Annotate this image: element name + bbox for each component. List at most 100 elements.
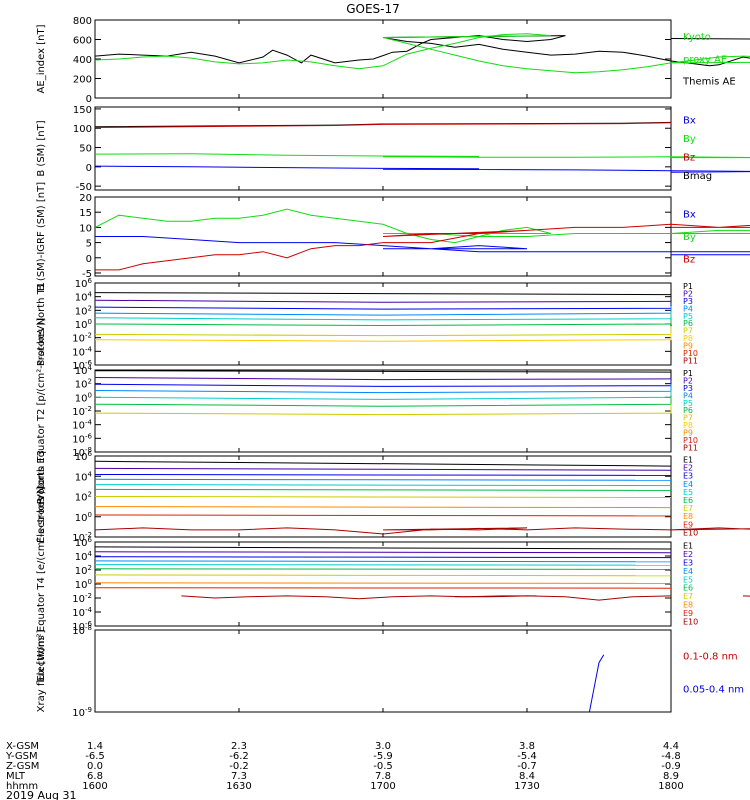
y-tick-label: 102	[75, 304, 92, 317]
series-line-e1	[94, 546, 672, 550]
legend-entry: P7	[683, 414, 693, 423]
y-tick-label: 104	[75, 550, 93, 563]
y-tick-label: 10-4	[72, 606, 92, 619]
series-line-e7	[94, 574, 672, 577]
y-tick-label: 100	[75, 578, 92, 591]
legend-entry: E3	[683, 472, 693, 481]
legend-entry: Bz	[683, 152, 695, 163]
y-tick-label: 10	[79, 223, 92, 234]
y-tick-label: 102	[75, 491, 92, 504]
y-axis-label: B (SM) [nT]	[36, 120, 47, 176]
time-axis-value: -0.5	[373, 761, 393, 772]
y-axis-label: AE_index [nT]	[36, 24, 47, 93]
series-line-e2	[94, 467, 672, 471]
y-axis-label: Electrons North T3	[36, 450, 47, 543]
y-tick-label: 10-4	[72, 419, 92, 432]
y-tick-label: 102	[75, 564, 92, 577]
series-line-e10	[455, 595, 672, 601]
legend-entry: By	[683, 134, 696, 145]
panel-1: 800 600 400 200 0 AE_index [nT] Kyoto proxy AE T…	[36, 16, 750, 105]
series-line-bx	[94, 165, 750, 173]
legend-entry: P1	[683, 282, 693, 291]
time-axis-value: 3.0	[375, 741, 391, 752]
legend-entry: P8	[683, 334, 693, 343]
time-axis-value: 1630	[226, 781, 251, 792]
series-line-e10	[94, 527, 750, 535]
y-tick-label: 0	[86, 94, 92, 105]
y-tick-label: 106	[75, 536, 93, 549]
y-axis-label: Xray flux [W/m²]	[36, 630, 47, 713]
y-tick-label: 100	[75, 511, 92, 524]
legend-entry: E5	[683, 575, 693, 584]
legend-entry: E5	[683, 488, 693, 497]
y-tick-label: 100	[73, 124, 92, 135]
y-tick-label: 104	[75, 470, 93, 483]
time-axis-value: 7.3	[231, 771, 247, 782]
series-line-p4	[94, 306, 672, 316]
legend-entry: 0.1-0.8 nm	[683, 652, 738, 663]
legend-entry: E4	[683, 567, 693, 576]
series-line-e10	[742, 595, 750, 597]
time-axis-value: 0.0	[87, 761, 103, 772]
legend-entry: proxy AE	[683, 54, 727, 65]
y-axis-label: Electrons Equator T4 [e/(cm²-s-sr-keV)]	[36, 486, 47, 681]
time-axis-value: 1730	[514, 781, 539, 792]
series-line-bz	[94, 122, 672, 128]
series-line-e5	[94, 564, 672, 566]
y-tick-label: 10-2	[72, 332, 92, 345]
series-line-p7	[94, 404, 672, 416]
time-axis-row-label: Y-GSM	[5, 751, 38, 762]
y-axis-label: B (SM)-IGRF (SM) [nT]	[36, 182, 47, 291]
legend-entry: P11	[683, 357, 698, 366]
series-line-e8	[94, 582, 672, 584]
legend-entry: P2	[683, 289, 693, 298]
series-line-e7	[94, 496, 672, 498]
legend-entry: E1	[683, 455, 693, 464]
series-line-p6	[94, 395, 672, 407]
time-axis-value: 1700	[370, 781, 395, 792]
series-line-p7	[94, 326, 672, 337]
y-tick-label: 150	[73, 105, 92, 116]
y-tick-label: 15	[79, 208, 92, 219]
series-line-p3	[94, 302, 672, 310]
y-axis-label: Protons North T1	[36, 282, 47, 366]
series-line-e6	[94, 568, 672, 570]
series-line-e9	[94, 514, 672, 517]
legend-entry: E10	[683, 617, 698, 626]
time-axis-row-label: hhmm	[6, 781, 38, 792]
legend-entry: E6	[683, 496, 693, 505]
legend-entry: E4	[683, 480, 693, 489]
legend-entry: E1	[683, 542, 693, 551]
panel-frame	[94, 106, 672, 191]
legend-entry: E3	[683, 559, 693, 568]
series-line-p1	[94, 370, 672, 373]
series-line-p2	[94, 377, 672, 381]
date-label: 2019 Aug 31	[6, 789, 76, 800]
y-tick-label: 100	[75, 318, 92, 331]
y-tick-label: 106	[75, 450, 93, 463]
legend-entry: P11	[683, 444, 698, 453]
time-axis-value: -6.5	[85, 751, 105, 762]
time-axis-value: -5.4	[517, 751, 537, 762]
legend-entry: E7	[683, 592, 693, 601]
time-axis-value: 7.8	[375, 771, 391, 782]
time-axis-value: -0.7	[517, 761, 537, 772]
legend-entry: P4	[683, 304, 693, 313]
time-axis-value: -0.9	[661, 761, 681, 772]
legend-entry: P5	[683, 312, 693, 321]
legend-entry: E7	[683, 504, 693, 513]
legend-entry: P3	[683, 297, 693, 306]
panel-3: 20 15 10 5 0 -5 B (SM)-IGRF (SM) [nT] Bx By Bz	[36, 182, 750, 291]
legend-entry: Kyoto	[683, 32, 711, 43]
series-line-by	[94, 153, 750, 159]
panel-frame	[94, 19, 672, 99]
time-axis-row-label: MLT	[6, 771, 26, 782]
legend-entry: P6	[683, 319, 693, 328]
legend-entry: E6	[683, 584, 693, 593]
y-tick-label: 10-6	[72, 432, 92, 445]
y-tick-label: 104	[75, 364, 93, 377]
legend-entry: P8	[683, 421, 693, 430]
time-axis-value: 4.4	[663, 741, 679, 752]
y-tick-label: 200	[73, 75, 92, 86]
